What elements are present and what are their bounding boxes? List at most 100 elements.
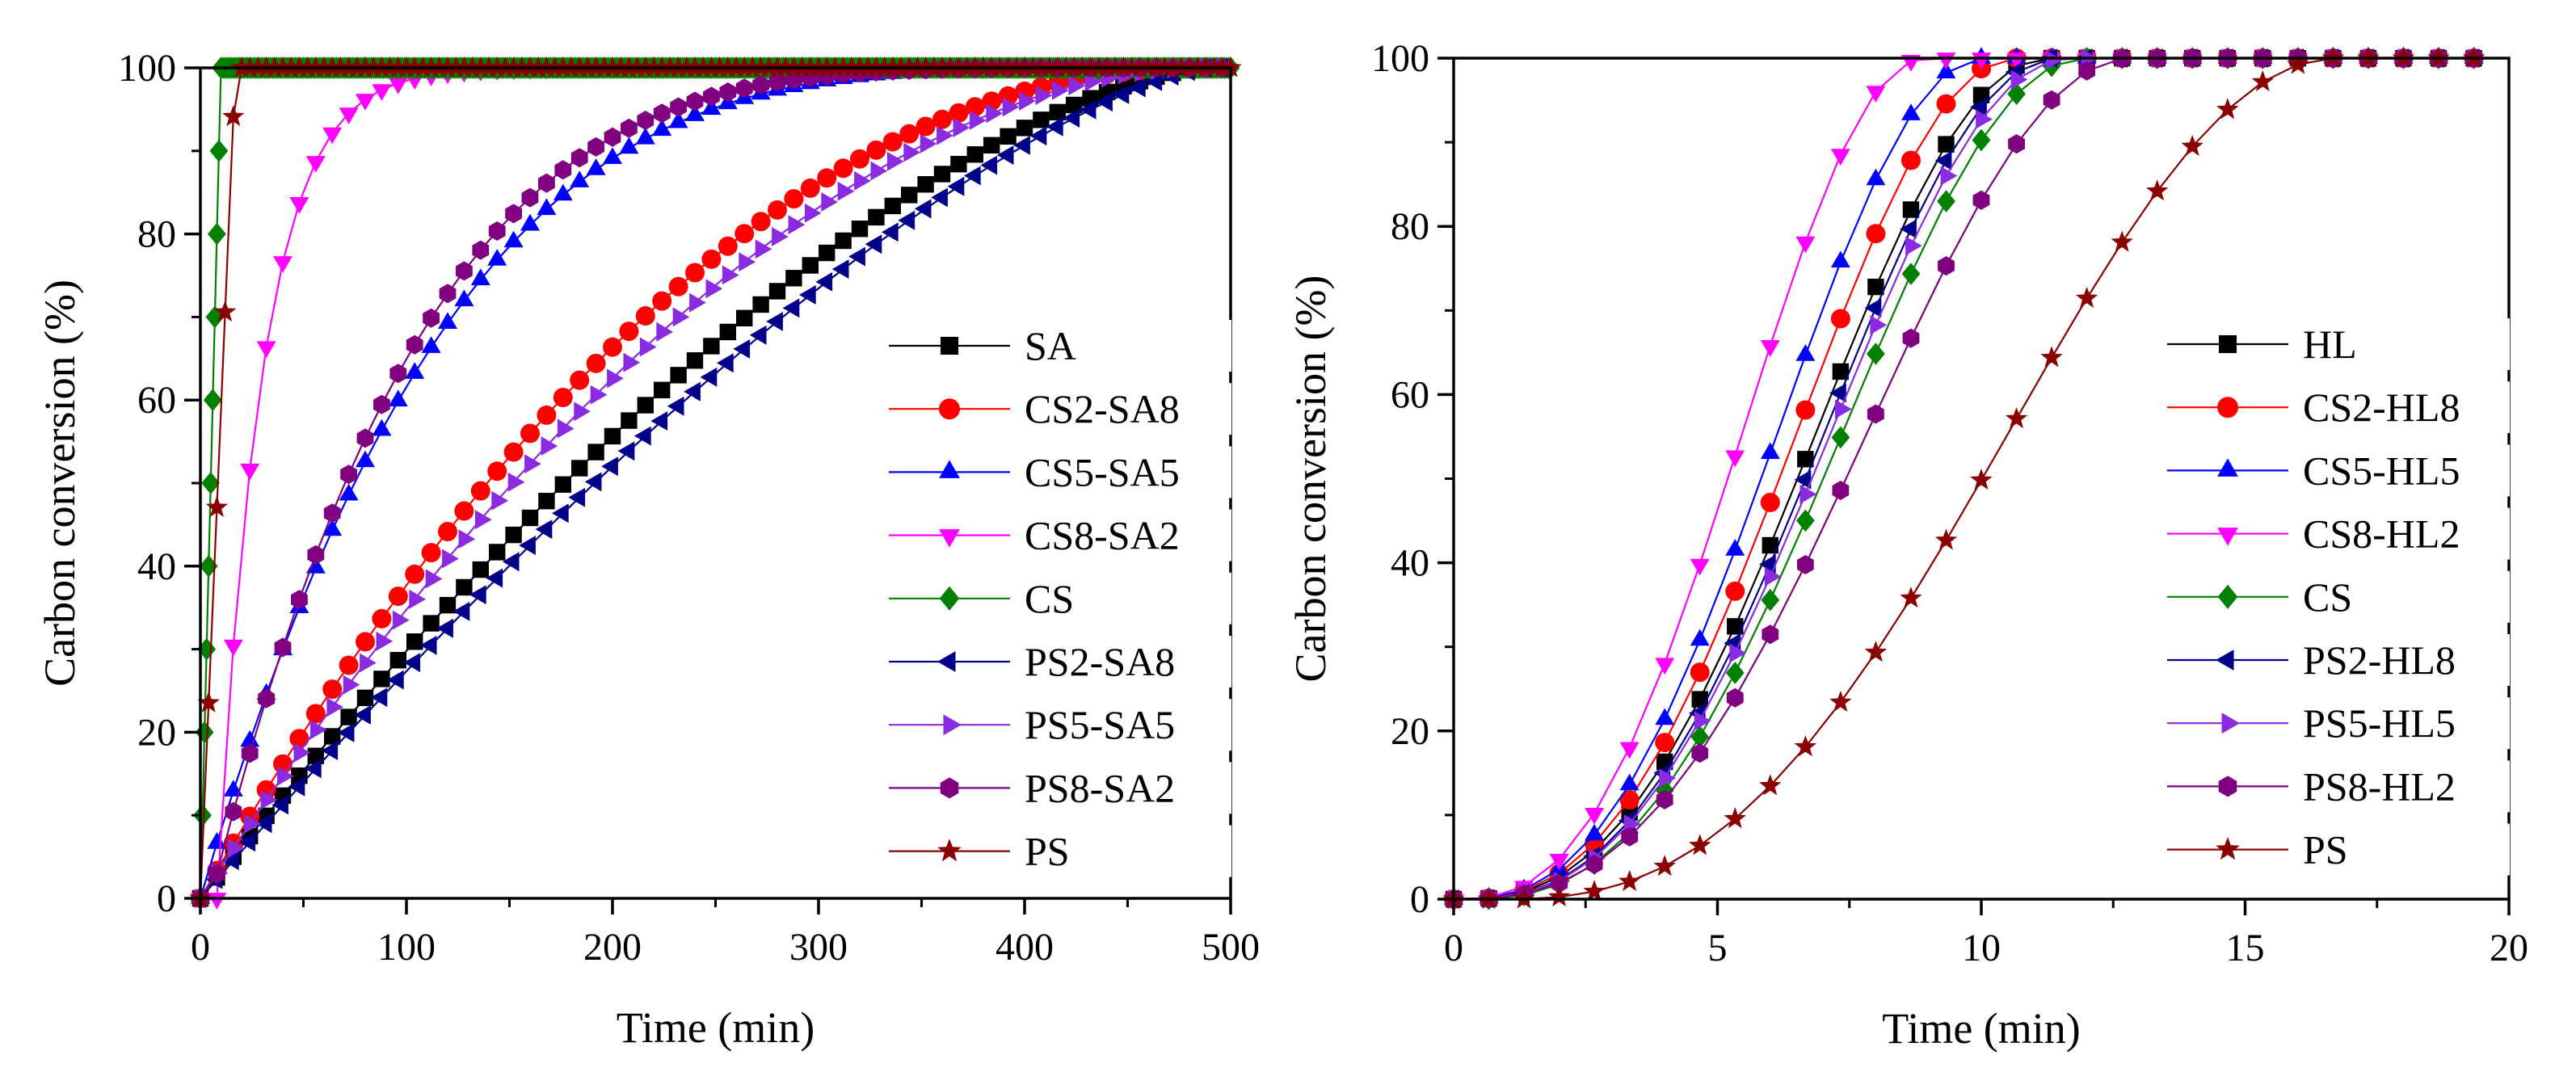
data-point [799, 285, 816, 305]
data-point [537, 198, 557, 216]
data-point [519, 536, 536, 555]
data-point [584, 472, 602, 492]
data-point [854, 170, 871, 191]
x-tick-label: 10 [1962, 927, 2001, 969]
data-point [322, 127, 343, 145]
data-point [851, 221, 869, 238]
data-point [1655, 658, 1675, 675]
data-point [323, 503, 341, 523]
data-point [917, 176, 934, 193]
data-point [684, 381, 701, 402]
data-point [256, 341, 276, 359]
data-point [654, 381, 671, 399]
data-point [442, 549, 459, 569]
data-point [1970, 97, 1987, 117]
x-tick-label: 5 [1708, 927, 1728, 969]
legend-label: CS5-SA5 [1025, 449, 1180, 494]
data-point [703, 86, 720, 107]
data-point [668, 111, 688, 128]
data-point [752, 296, 769, 313]
data-point [950, 155, 967, 173]
data-point [2007, 82, 2026, 105]
y-tick-label: 80 [137, 213, 176, 256]
data-point [538, 493, 555, 510]
data-point [931, 187, 948, 208]
data-point [1905, 236, 1922, 256]
x-tick-label: 300 [789, 926, 848, 969]
data-point [932, 109, 952, 129]
data-point [1759, 554, 1776, 574]
data-point [868, 208, 885, 226]
data-point [1659, 768, 1676, 788]
data-point [486, 568, 503, 588]
data-point [672, 307, 690, 327]
x-tick-label: 20 [2490, 927, 2528, 969]
legend: HL CS2-HL8 CS5-HL5 CS8-HL2 CS PS2-HL8 PS5-HL5 P… [2162, 318, 2510, 876]
data-point [722, 265, 739, 285]
data-point [470, 481, 490, 501]
data-point [634, 426, 651, 446]
data-point [768, 72, 786, 92]
data-point [772, 227, 789, 246]
data-point [1129, 78, 1146, 98]
data-point [1726, 687, 1744, 708]
data-point [1900, 587, 1922, 608]
data-point [2146, 179, 2169, 201]
data-point [222, 851, 239, 871]
data-point [209, 140, 229, 162]
data-point [1760, 340, 1780, 357]
data-point [1900, 219, 1917, 239]
data-point [388, 77, 408, 95]
data-point [571, 460, 588, 477]
data-point [205, 495, 229, 517]
data-point [419, 635, 437, 655]
data-point [324, 728, 341, 745]
data-point [340, 465, 357, 485]
data-point [603, 337, 622, 357]
data-point [2040, 346, 2063, 368]
data-point [865, 234, 882, 254]
data-point [705, 279, 723, 299]
data-point [305, 156, 326, 173]
data-point [241, 743, 259, 763]
data-point [1656, 789, 1673, 809]
legend-label: PS5-SA5 [1025, 702, 1175, 747]
data-point [503, 442, 524, 462]
data-point [356, 94, 375, 111]
data-point [1690, 629, 1710, 646]
data-point [652, 291, 672, 311]
data-point [1725, 662, 1745, 684]
data-point [1762, 624, 1779, 645]
data-point [1829, 690, 1852, 712]
data-point [423, 308, 440, 328]
data-point [507, 472, 525, 492]
data-point [307, 544, 325, 565]
legend-marker [943, 714, 962, 736]
data-point [425, 569, 443, 589]
data-point [1795, 236, 1816, 254]
data-point [1046, 116, 1063, 137]
data-point [1870, 315, 1888, 335]
data-point [452, 601, 470, 621]
data-point [373, 394, 390, 414]
y-tick-label: 60 [137, 379, 176, 422]
data-point [255, 814, 272, 834]
legend-label: CS8-SA2 [1025, 513, 1180, 558]
legend-marker [2217, 584, 2238, 609]
data-point [1759, 774, 1782, 796]
data-point [288, 776, 305, 797]
data-point [1867, 404, 1884, 424]
data-point [2111, 230, 2133, 252]
data-point [1691, 691, 1708, 708]
data-point [1583, 880, 1606, 902]
legend-marker [2217, 458, 2238, 477]
data-point [520, 213, 540, 231]
data-point [848, 246, 865, 267]
data-point [1762, 536, 1779, 554]
data-point [653, 103, 671, 124]
data-point [719, 82, 737, 102]
data-point [1016, 120, 1033, 137]
data-point [388, 389, 408, 407]
data-point [819, 244, 836, 262]
data-point [1796, 509, 1815, 532]
